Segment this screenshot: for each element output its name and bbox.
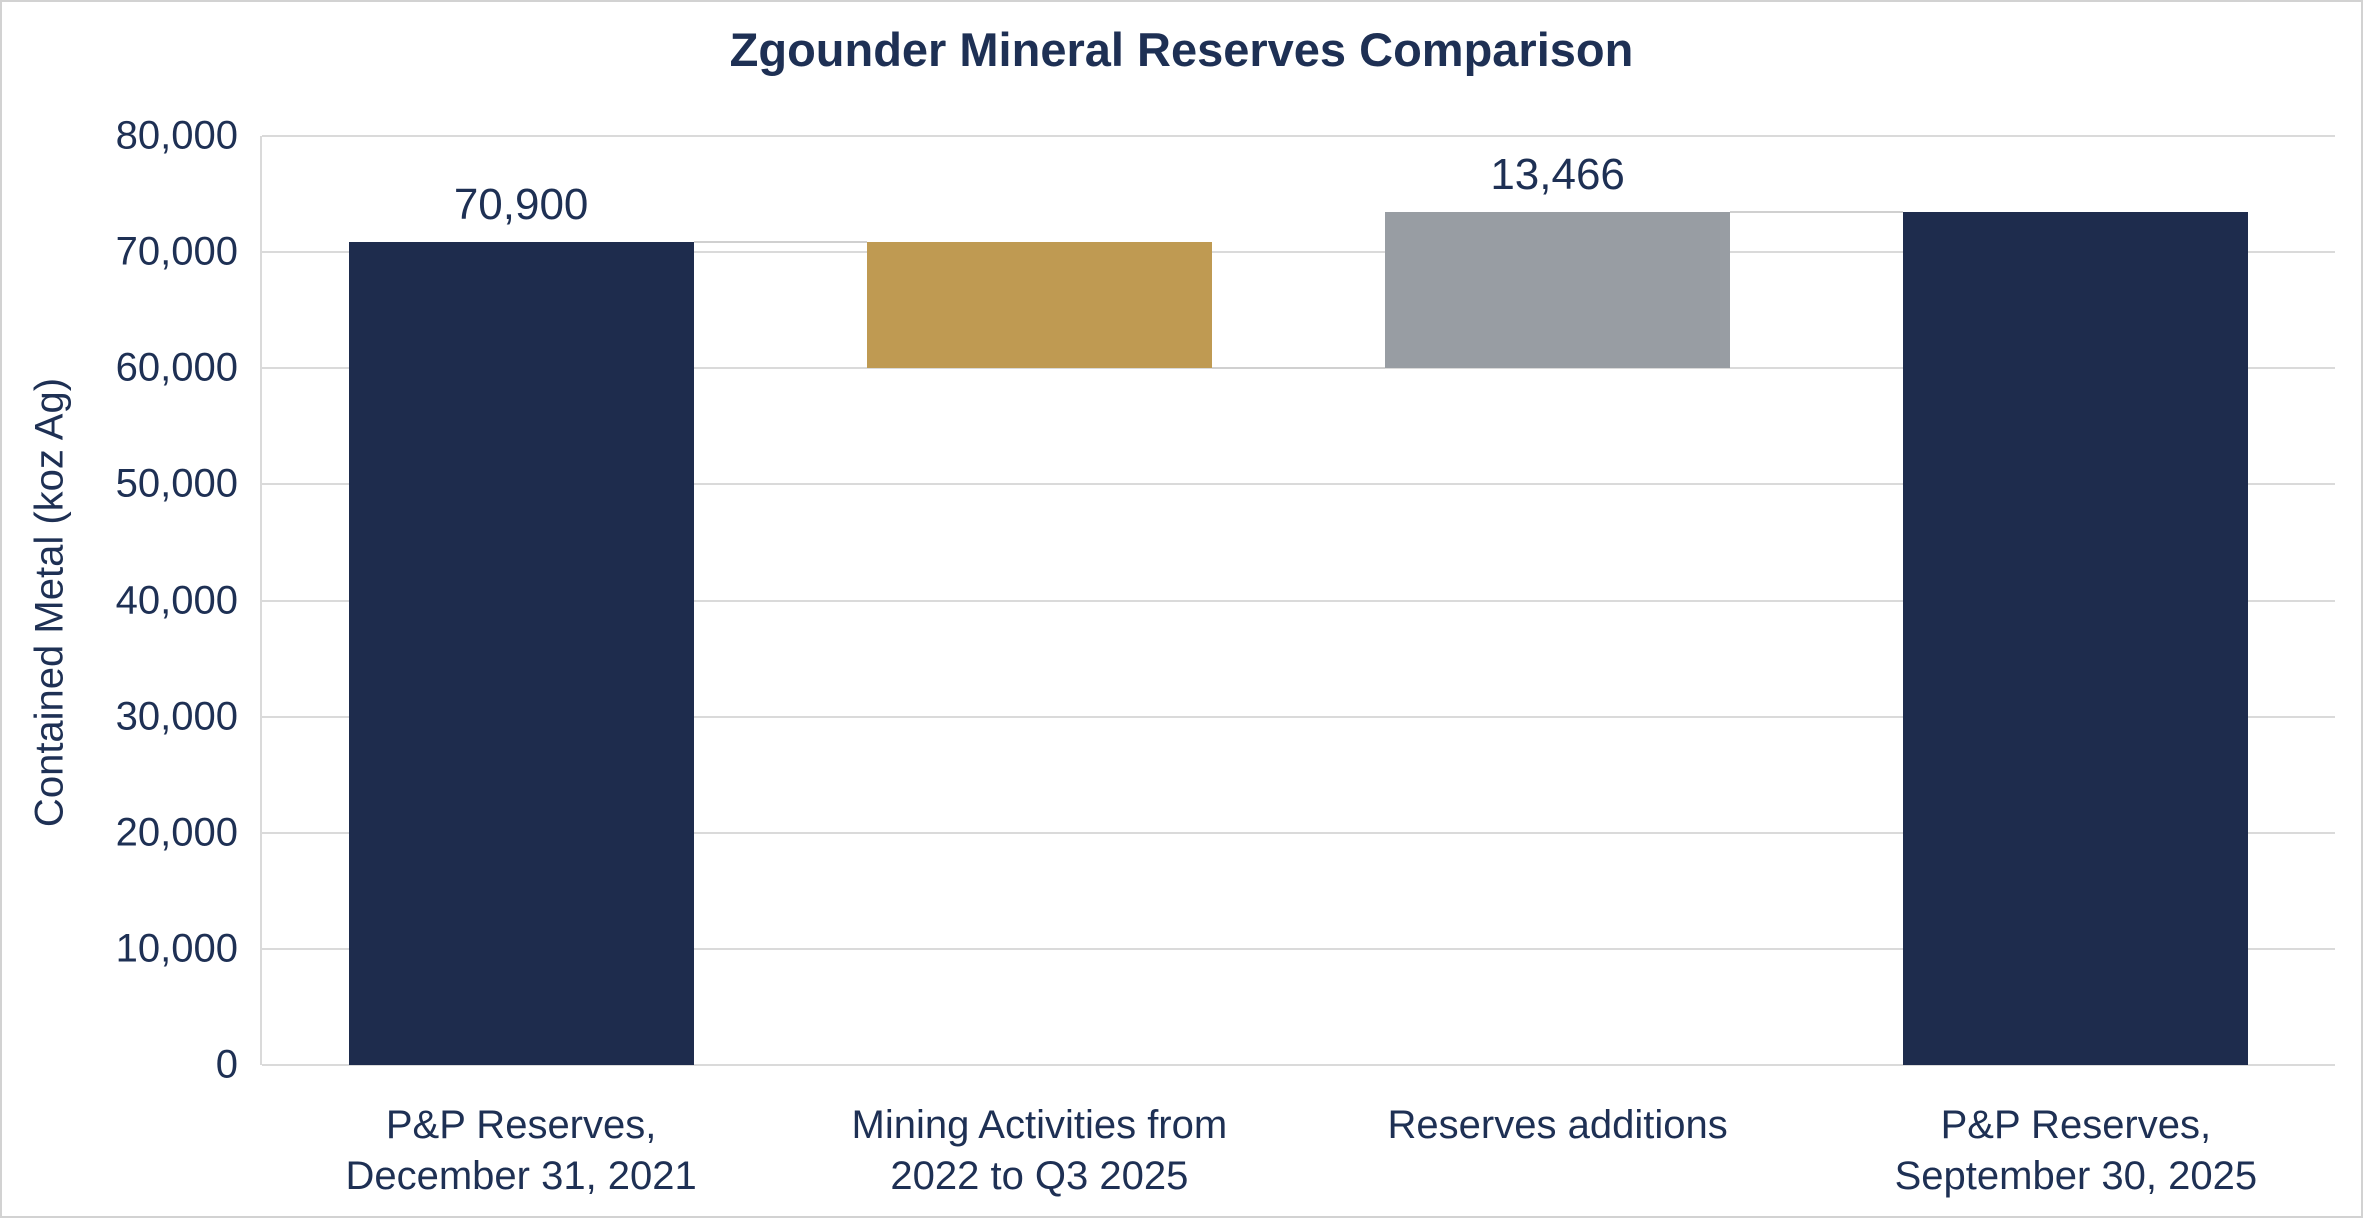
gridline-40000 [262, 599, 2335, 602]
y-tick-label-40000: 40,000 [115, 578, 238, 622]
gridline-10000 [262, 947, 2335, 950]
y-axis-line [260, 136, 262, 1065]
bar-3 [1903, 211, 2249, 1065]
bar-value-label-2: 13,466 [1490, 149, 1625, 199]
gridline-20000 [262, 831, 2335, 834]
gridline-0 [262, 1064, 2335, 1066]
y-tick-label-50000: 50,000 [115, 461, 238, 506]
bar-0 [348, 241, 694, 1065]
waterfall-connector-73466 [1730, 210, 1904, 213]
waterfall-connector-70900 [693, 240, 867, 243]
y-tick-label-0: 0 [215, 1042, 238, 1087]
bar-2 [1385, 211, 1731, 369]
gridline-30000 [262, 715, 2335, 718]
category-label-3: P&P Reserves, September 30, 2025 [1894, 1103, 2258, 1199]
category-label-2: Reserves additions [1387, 1103, 1728, 1147]
bar-1 [866, 241, 1212, 369]
gridline-80000 [262, 135, 2335, 137]
chart-title: Zgounder Mineral Reserves Comparison [729, 23, 1634, 76]
waterfall-connector-60000 [1211, 367, 1386, 370]
gridline-50000 [262, 483, 2335, 486]
category-label-1: Mining Activities from 2022 to Q3 2025 [851, 1103, 1228, 1199]
bar-value-label-0: 70,900 [453, 179, 589, 229]
y-tick-label-20000: 20,000 [115, 810, 238, 855]
y-tick-label-10000: 10,000 [115, 926, 238, 971]
y-tick-label-30000: 30,000 [115, 694, 238, 739]
y-tick-label-60000: 60,000 [115, 345, 238, 390]
gridline-70000 [262, 251, 2335, 254]
y-tick-label-80000: 80,000 [115, 113, 238, 158]
y-tick-label-70000: 70,000 [115, 229, 238, 274]
category-label-0: P&P Reserves, December 31, 2021 [345, 1103, 697, 1199]
